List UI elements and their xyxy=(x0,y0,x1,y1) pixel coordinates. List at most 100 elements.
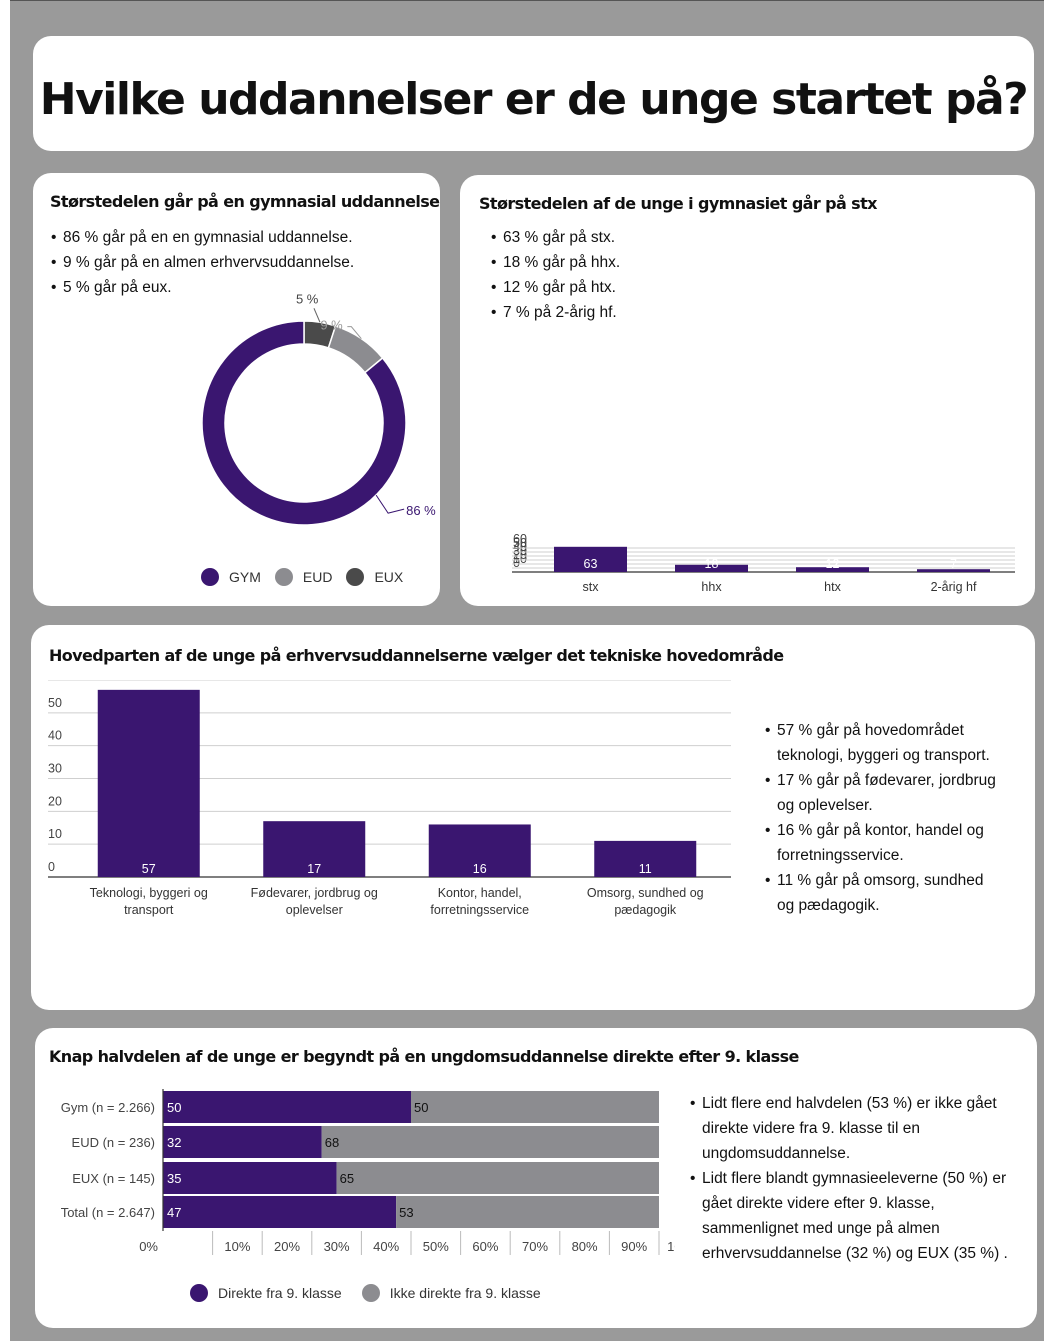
x-tick-label: Kontor, handel, xyxy=(438,886,522,900)
card-title: Knap halvdelen af de unge er begyndt på … xyxy=(49,1047,799,1066)
bar-value-label: 65 xyxy=(340,1171,354,1186)
x-tick-label: Omsorg, sundhed og xyxy=(587,886,704,900)
legend-label: EUD xyxy=(302,569,333,585)
x-tick-label: transport xyxy=(124,903,174,917)
bar-not-direct xyxy=(321,1126,659,1158)
bar-value-label: 47 xyxy=(167,1205,181,1220)
bar-direct xyxy=(163,1162,337,1194)
bar-value-label: 50 xyxy=(414,1100,428,1115)
y-tick-label: 50 xyxy=(48,696,62,710)
callout-line xyxy=(313,308,321,323)
bullet-item: 17 % går på fødevarer, jordbrug og oplev… xyxy=(765,768,1000,818)
card-title: Størstedelen går på en gymnasial uddanne… xyxy=(50,192,440,211)
data-label: 5 % xyxy=(296,291,319,306)
bar-value-label: 11 xyxy=(639,862,652,876)
x-tick-label: 70% xyxy=(522,1239,548,1254)
x-tick-label: forretningsservice xyxy=(430,903,529,917)
bar-not-direct xyxy=(336,1162,659,1194)
bar-2 xyxy=(428,824,531,877)
bar-value-label: 53 xyxy=(399,1205,413,1220)
legend-item-not-direct: Ikke direkte fra 9. klasse xyxy=(361,1284,541,1302)
y-tick-label: 20 xyxy=(48,794,62,808)
callout-line xyxy=(347,326,362,339)
x-tick-label: 60% xyxy=(472,1239,498,1254)
legend-swatch xyxy=(190,1284,208,1302)
y-tick-label: 10 xyxy=(48,827,62,841)
vocational-bar-chart: 010203040506057Teknologi, byggeri ogtran… xyxy=(48,680,731,917)
x-tick-label: hhx xyxy=(701,580,722,594)
y-tick-label: 0 xyxy=(48,860,55,874)
gymnasium-types-card: Størstedelen af de unge i gymnasiet går … xyxy=(460,175,1035,606)
bar-0 xyxy=(554,546,627,572)
bar-direct xyxy=(163,1196,397,1228)
bar-value-label: 35 xyxy=(167,1171,181,1186)
y-category-label: EUX (n = 145) xyxy=(72,1171,155,1186)
legend-item-eux: EUX xyxy=(346,568,403,586)
left-frame xyxy=(0,0,10,1341)
x-tick-label: 100% xyxy=(667,1239,675,1254)
y-tick-label: 60 xyxy=(513,532,527,546)
donut-chart: 5 %9 % 86 % xyxy=(201,291,436,526)
legend-label: Direkte fra 9. klasse xyxy=(218,1285,342,1301)
y-tick-label: 40 xyxy=(513,540,527,554)
legend-label: EUX xyxy=(374,569,404,585)
bar-value-label: 12 xyxy=(826,557,840,571)
legend-swatch xyxy=(361,1284,380,1302)
bullet-item: 12 % går på htx. xyxy=(491,275,620,300)
y-category-label: Gym (n = 2.266) xyxy=(61,1100,155,1115)
card-title: Hovedparten af de unge på erhvervsuddann… xyxy=(49,646,784,665)
bullet-item: Lidt flere end halvdelen (53 %) er ikke … xyxy=(690,1091,1020,1166)
bullet-item: 63 % går på stx. xyxy=(491,225,620,250)
legend-label: Ikke direkte fra 9. klasse xyxy=(389,1285,541,1301)
x-tick-label: pædagogik xyxy=(614,903,677,917)
title-card: Hvilke uddannelser er de unge startet på… xyxy=(33,36,1034,151)
bullet-list: 57 % går på hovedområdet teknologi, bygg… xyxy=(765,718,1000,918)
legend-swatch xyxy=(346,568,365,586)
x-tick-label: 50% xyxy=(423,1239,449,1254)
x-tick-label: 40% xyxy=(373,1239,399,1254)
y-tick-label: 40 xyxy=(48,729,62,743)
direct-transition-card: Knap halvdelen af de unge er begyndt på … xyxy=(35,1028,1037,1328)
bar-2 xyxy=(796,567,869,572)
bar-1 xyxy=(263,821,366,877)
y-tick-label: 0 xyxy=(513,556,520,570)
y-category-label: EUD (n = 236) xyxy=(72,1135,155,1150)
bar-value-label: 50 xyxy=(167,1100,181,1115)
transition-stacked-bar-chart: 50 50 Gym (n = 2.266) 32 68 EUD (n = 236) 35 65… xyxy=(61,1089,675,1255)
bar-value-label: 32 xyxy=(167,1135,181,1150)
bar-1 xyxy=(675,564,748,572)
data-label: 9 % xyxy=(320,318,343,333)
bullet-item: 11 % går på omsorg, sundhed og pædagogik… xyxy=(765,868,1000,918)
x-tick-label: 80% xyxy=(572,1239,598,1254)
bullet-item: 16 % går på kontor, handel og forretning… xyxy=(765,818,1000,868)
x-tick-label: stx xyxy=(583,580,600,594)
bar-value-label: 63 xyxy=(584,557,598,571)
legend-item-gym: GYM xyxy=(201,568,261,586)
legend-swatch xyxy=(274,568,293,586)
x-tick-label: 90% xyxy=(621,1239,647,1254)
donut-legend: GYM EUD EUX xyxy=(201,568,417,586)
x-tick-label: 2-årig hf xyxy=(931,580,977,594)
y-tick-label: 50 xyxy=(513,536,527,550)
bullet-item: 86 % går på en en gymnasial uddannelse. xyxy=(51,225,354,250)
bar-direct xyxy=(163,1091,411,1123)
bullet-item: Lidt flere blandt gymnasieeleverne (50 %… xyxy=(690,1166,1020,1266)
bar-value-label: 18 xyxy=(705,557,719,571)
x-tick-label: oplevelser xyxy=(286,903,343,917)
donut-slice-gym xyxy=(201,320,407,526)
top-border xyxy=(0,0,1044,1)
bullet-item: 7 % på 2-årig hf. xyxy=(491,300,620,325)
legend-label: GYM xyxy=(229,569,261,585)
bullet-list: 86 % går på en en gymnasial uddannelse. … xyxy=(51,225,354,300)
callout-line xyxy=(375,494,405,514)
x-tick-label: 20% xyxy=(274,1239,300,1254)
legend-item-eud: EUD xyxy=(274,568,333,586)
page-title: Hvilke uddannelser er de unge startet på… xyxy=(39,74,1029,125)
x-tick-label: 30% xyxy=(324,1239,350,1254)
x-tick-label: 10% xyxy=(224,1239,250,1254)
y-category-label: Total (n = 2.647) xyxy=(61,1205,155,1220)
vocational-areas-card: Hovedparten af de unge på erhvervsuddann… xyxy=(31,625,1035,1010)
bar-3 xyxy=(594,840,697,877)
bullet-list: 63 % går på stx. 18 % går på hhx. 12 % g… xyxy=(491,225,620,325)
